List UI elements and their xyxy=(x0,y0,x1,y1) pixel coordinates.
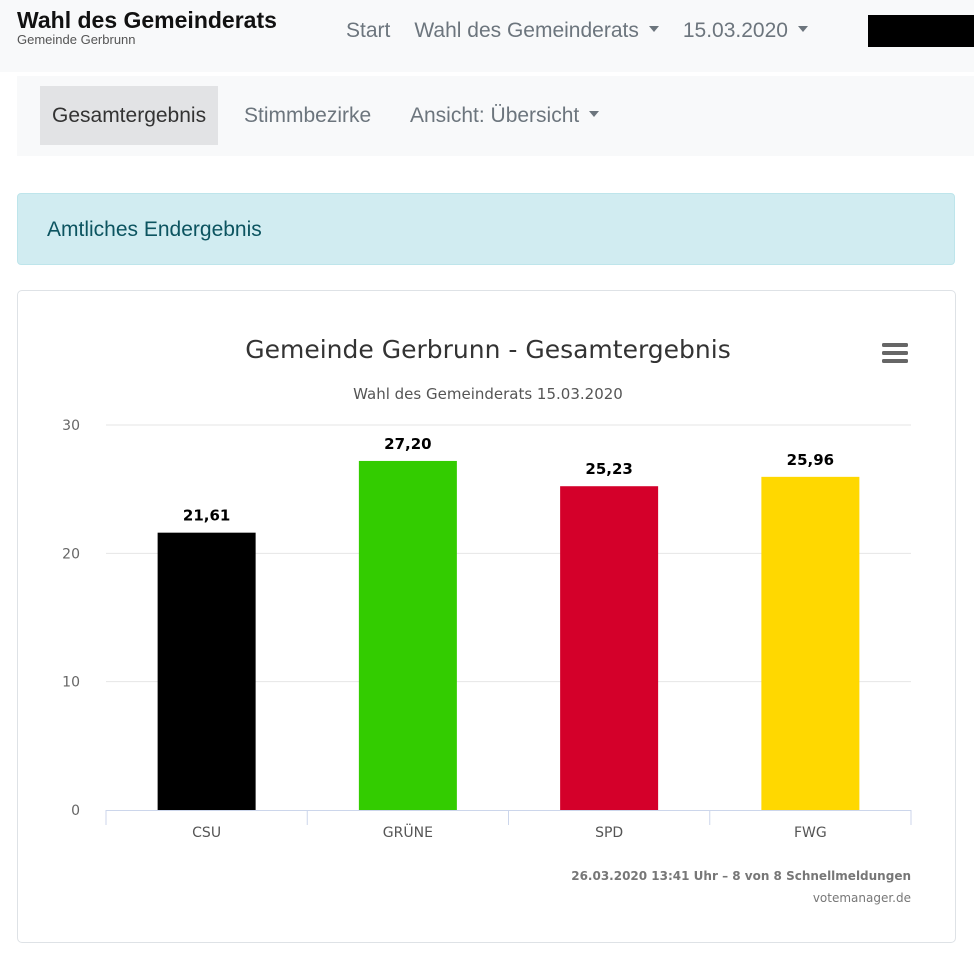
x-category-label: GRÜNE xyxy=(383,823,433,841)
y-tick-label: 10 xyxy=(62,675,80,691)
tab-stimmbezirke-label: Stimmbezirke xyxy=(244,104,372,127)
tab-gesamtergebnis[interactable]: Gesamtergebnis xyxy=(40,86,219,145)
y-tick-label: 20 xyxy=(62,546,80,562)
bar-fwg[interactable] xyxy=(761,476,860,810)
brand[interactable]: Wahl des Gemeinderats Gemeinde Gerbrunn xyxy=(17,7,277,47)
chart-bars: 21,61 27,20 25,23 25,96 xyxy=(157,434,860,810)
results-bar-chart: Gemeinde Gerbrunn - Gesamtergebnis Wahl … xyxy=(62,335,912,905)
bar-data-label: 21,61 xyxy=(183,507,230,525)
bar-csu[interactable] xyxy=(157,532,256,810)
bar-data-label: 25,23 xyxy=(585,460,632,478)
nav-start-label: Start xyxy=(346,19,391,42)
sub-navbar: Gesamtergebnis Stimmbezirke Ansicht: Übe… xyxy=(17,76,974,156)
result-status-alert: Amtliches Endergebnis xyxy=(17,193,955,265)
chart-y-axis: 0 10 20 30 xyxy=(62,418,80,819)
view-dropdown-label: Ansicht: Übersicht xyxy=(410,104,580,127)
redacted-block xyxy=(868,15,974,47)
y-tick-label: 0 xyxy=(71,803,80,819)
nav-date-dropdown[interactable]: 15.03.2020 xyxy=(683,19,808,43)
hamburger-menu-icon[interactable] xyxy=(882,343,908,363)
chart-credits-source[interactable]: votemanager.de xyxy=(813,891,911,905)
nav-date-label: 15.03.2020 xyxy=(682,19,788,42)
y-tick-label: 30 xyxy=(62,418,80,434)
top-nav: Start Wahl des Gemeinderats 15.03.2020 xyxy=(346,19,832,43)
chart-x-axis: CSU GRÜNE SPD FWG xyxy=(105,810,912,841)
chart-credits: 26.03.2020 13:41 Uhr – 8 von 8 Schnellme… xyxy=(571,869,911,883)
chart-title: Gemeinde Gerbrunn - Gesamtergebnis xyxy=(245,335,731,364)
bar-spd[interactable] xyxy=(560,486,659,810)
brand-subtitle: Gemeinde Gerbrunn xyxy=(17,32,136,47)
caret-down-icon xyxy=(589,111,600,118)
x-category-label: SPD xyxy=(595,825,623,841)
chart-card: Gemeinde Gerbrunn - Gesamtergebnis Wahl … xyxy=(17,290,956,943)
bar-data-label: 27,20 xyxy=(384,435,431,453)
bar-grne[interactable] xyxy=(358,460,457,810)
caret-down-icon xyxy=(648,26,659,33)
nav-election-dropdown[interactable]: Wahl des Gemeinderats xyxy=(414,19,659,43)
x-category-label: FWG xyxy=(794,825,827,841)
chart-subtitle: Wahl des Gemeinderats 15.03.2020 xyxy=(353,385,623,403)
view-dropdown[interactable]: Ansicht: Übersicht xyxy=(398,86,611,145)
caret-down-icon xyxy=(797,26,808,33)
nav-start-link[interactable]: Start xyxy=(346,19,390,43)
alert-text: Amtliches Endergebnis xyxy=(47,218,262,241)
nav-election-label: Wahl des Gemeinderats xyxy=(414,19,639,42)
x-category-label: CSU xyxy=(192,825,221,841)
brand-title: Wahl des Gemeinderats xyxy=(17,7,277,33)
tab-gesamtergebnis-label: Gesamtergebnis xyxy=(52,104,207,127)
top-navbar: Wahl des Gemeinderats Gemeinde Gerbrunn … xyxy=(0,0,974,72)
tab-stimmbezirke[interactable]: Stimmbezirke xyxy=(232,86,383,145)
bar-data-label: 25,96 xyxy=(787,451,834,469)
